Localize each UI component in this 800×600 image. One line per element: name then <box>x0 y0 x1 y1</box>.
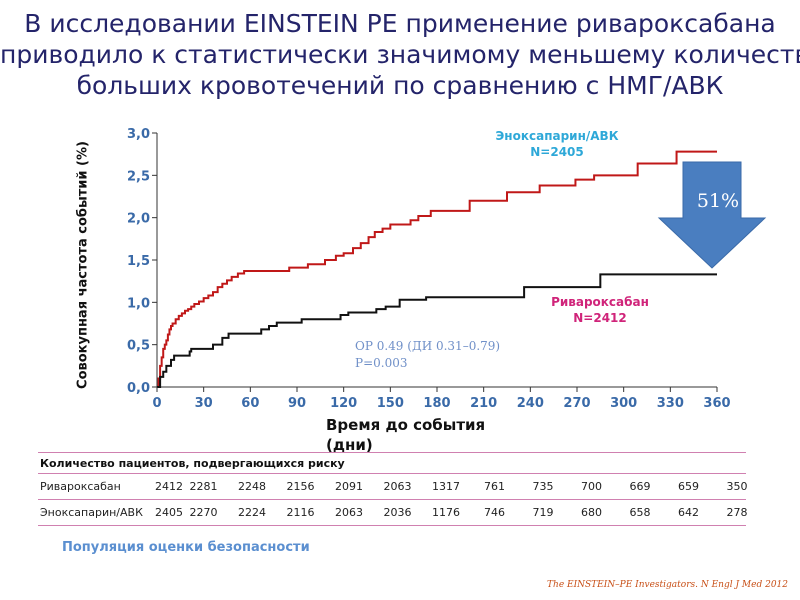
table-cell: 2063 <box>335 506 363 519</box>
x-tick-label: 210 <box>470 396 497 411</box>
series-label-rivaroxaban: Ривароксабан N=2412 <box>520 294 680 326</box>
row-name: Ривароксабан <box>40 480 121 493</box>
citation: The EINSTEIN–PE Investigators. N Engl J … <box>547 580 788 590</box>
x-tick-label: 270 <box>563 396 590 411</box>
table-cell: 659 <box>678 480 699 493</box>
slide-title: В исследовании EINSTEIN PE применение ри… <box>0 8 800 101</box>
population-note: Популяция оценки безопасности <box>62 540 310 555</box>
table-cell: 2270 <box>189 506 218 519</box>
title-line: В исследовании EINSTEIN PE применение ри… <box>24 9 776 38</box>
table-cell: 2091 <box>335 480 363 493</box>
chart-lines <box>157 150 717 388</box>
table-cell: 700 <box>581 480 602 493</box>
table-cell: 2405 <box>155 506 183 519</box>
hazard-ratio: ОР 0.49 (ДИ 0.31–0.79) <box>355 339 501 353</box>
reduction-label: 51% <box>696 190 740 212</box>
table-cell: 350 <box>726 480 748 493</box>
y-tick-label: 3,0 <box>127 127 150 142</box>
risk-table: Количество пациентов, подвергающихся рис… <box>38 452 748 526</box>
table-cell: 2248 <box>238 480 266 493</box>
x-tick-label: 60 <box>241 396 259 411</box>
x-tick-label: 90 <box>288 396 306 411</box>
x-tick-label: 300 <box>610 396 637 411</box>
x-tick-label: 150 <box>377 396 404 411</box>
y-tick-label: 0,5 <box>127 339 150 354</box>
table-cell: 2156 <box>286 480 315 493</box>
series-label-enoxaparin: Эноксапарин/АВК N=2405 <box>472 128 642 160</box>
table-cell: 735 <box>532 480 554 493</box>
risk-table-body: Ривароксабан 2412 2281 2248 2156 2091 2063 1317… <box>38 474 748 526</box>
table-row: Ривароксабан 2412 2281 2248 2156 2091 2063 1317… <box>38 474 748 500</box>
table-cell: 746 <box>484 506 505 519</box>
x-tick-label: 330 <box>657 396 684 411</box>
table-cell: 761 <box>484 480 505 493</box>
table-cell: 658 <box>629 506 651 519</box>
y-axis-label: Совокупная частота событий (%) <box>75 141 91 389</box>
series-line-rivaroxaban <box>157 273 717 388</box>
table-cell: 680 <box>581 506 602 519</box>
stats-annotation: ОР 0.49 (ДИ 0.31–0.79) P=0.003 <box>355 338 500 372</box>
x-tick-label: 240 <box>517 396 544 411</box>
table-cell: 642 <box>678 506 699 519</box>
table-cell: 2224 <box>238 506 266 519</box>
series-n: N=2412 <box>573 311 627 325</box>
table-cell: 669 <box>629 480 651 493</box>
title-line: больших кровотечений по сравнению с НМГ/… <box>76 71 724 100</box>
table-cell: 1317 <box>432 480 460 493</box>
x-tick-label: 180 <box>423 396 450 411</box>
row-name: Эноксапарин/АВК <box>40 506 143 519</box>
p-value: P=0.003 <box>355 356 408 370</box>
table-cell: 1176 <box>432 506 460 519</box>
table-cell: 2116 <box>286 506 315 519</box>
series-line-enoxaparin <box>157 150 717 388</box>
series-name: Эноксапарин/АВК <box>495 129 619 143</box>
y-tick-label: 2,0 <box>127 212 150 227</box>
x-axis-label: Время до события (дни) <box>326 416 486 454</box>
table-cell: 2412 <box>155 480 183 493</box>
risk-table-header: Количество пациентов, подвергающихся рис… <box>38 452 746 474</box>
table-cell: 2063 <box>383 480 412 493</box>
y-tick-label: 0,0 <box>127 381 150 396</box>
x-tick-label: 120 <box>330 396 357 411</box>
x-tick-label: 30 <box>195 396 213 411</box>
table-cell: 719 <box>532 506 554 519</box>
table-row: Эноксапарин/АВК 2405 2270 2224 2116 2063 2036 1… <box>38 500 748 526</box>
x-tick-label: 0 <box>152 396 161 411</box>
y-tick-label: 1,5 <box>127 254 150 269</box>
series-n: N=2405 <box>530 145 584 159</box>
title-line: приводило к статистически значимому мень… <box>0 40 800 69</box>
series-name: Ривароксабан <box>551 295 649 309</box>
table-cell: 2036 <box>383 506 412 519</box>
y-tick-label: 1,0 <box>127 296 150 311</box>
reduction-arrow <box>657 161 767 269</box>
table-cell: 2281 <box>189 480 218 493</box>
y-tick-label: 2,5 <box>127 169 150 184</box>
x-tick-label: 360 <box>703 396 730 411</box>
table-cell: 278 <box>726 506 748 519</box>
chart-ticks: 0,0 0,5 1,0 1,5 2,0 2,5 3,0 0 30 60 90 120 150 180 210… <box>127 127 731 411</box>
